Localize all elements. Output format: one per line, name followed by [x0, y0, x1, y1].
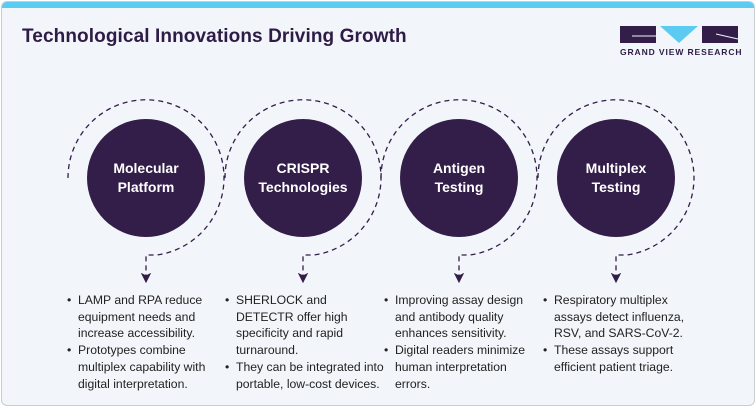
- step-title-line1: Molecular: [113, 160, 179, 176]
- step-title-line1: CRISPR: [276, 160, 330, 176]
- logo-text: GRAND VIEW RESEARCH: [620, 47, 743, 57]
- grand-view-research-logo-icon: [620, 26, 739, 43]
- bullet-item: Digital readers minimize human interpret…: [384, 342, 544, 392]
- step-circle-multiplex-testing: Multiplex Testing: [557, 119, 675, 237]
- bullet-item: LAMP and RPA reduce equipment needs and …: [67, 292, 227, 342]
- bullet-list-molecular-platform: LAMP and RPA reduce equipment needs and …: [67, 292, 227, 392]
- step-title-line1: Antigen: [432, 160, 486, 176]
- accent-bar: [2, 2, 754, 8]
- bullet-item: These assays support efficient patient t…: [543, 342, 708, 375]
- bullet-item: Respiratory multiplex assays detect infl…: [543, 292, 708, 342]
- step-circle-molecular-platform: Molecular Platform: [87, 119, 205, 237]
- step-circle-antigen-testing: Antigen Testing: [400, 119, 518, 237]
- bullet-item: Improving assay design and antibody qual…: [384, 292, 544, 342]
- bullet-item: Prototypes combine multiplex capability …: [67, 342, 227, 392]
- bullet-item: SHERLOCK and DETECTR offer high specific…: [225, 292, 385, 359]
- step-circle-crispr-technologies: CRISPR Technologies: [244, 119, 362, 237]
- step-title-line2: Technologies: [258, 179, 348, 195]
- step-title-line2: Testing: [434, 179, 484, 195]
- step-title-line2: Platform: [117, 179, 175, 195]
- step-title-line1: Multiplex: [585, 160, 647, 176]
- page-title: Technological Innovations Driving Growth: [22, 26, 407, 47]
- bullet-list-antigen-testing: Improving assay design and antibody qual…: [384, 292, 544, 392]
- step-title-line2: Testing: [591, 179, 641, 195]
- bullet-list-multiplex-testing: Respiratory multiplex assays detect infl…: [543, 292, 708, 376]
- bullet-item: They can be integrated into portable, lo…: [225, 359, 385, 392]
- bullet-list-crispr-technologies: SHERLOCK and DETECTR offer high specific…: [225, 292, 385, 392]
